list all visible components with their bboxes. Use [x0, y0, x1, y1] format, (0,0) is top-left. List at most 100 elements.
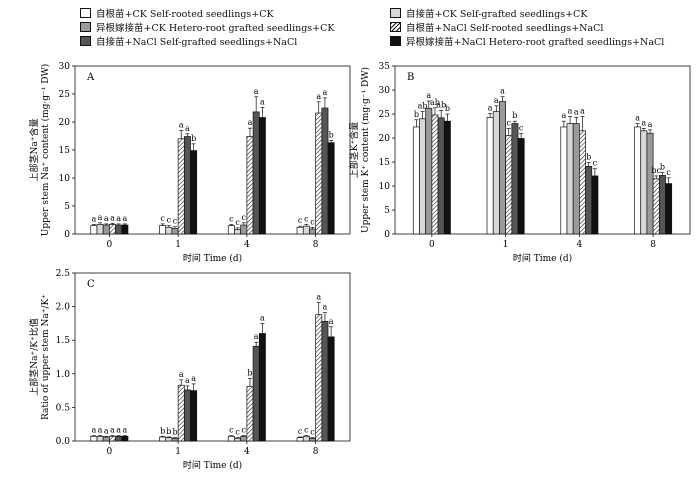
significance-label: b: [160, 426, 165, 435]
significance-label: c: [242, 426, 247, 435]
bar: [585, 165, 593, 235]
significance-label: a: [648, 120, 653, 129]
significance-label: a: [580, 106, 585, 115]
y-tick-label: 25: [59, 90, 71, 100]
y-tick-label: 30: [379, 86, 391, 96]
significance-label: b: [586, 152, 591, 161]
significance-label: a: [568, 106, 573, 115]
x-tick-label: 1: [503, 240, 509, 250]
bar: [90, 225, 98, 235]
bar: [505, 135, 513, 235]
bar: [634, 126, 642, 235]
significance-label: a: [494, 96, 499, 105]
y-tick-label: 25: [379, 110, 391, 120]
significance-label: a: [323, 303, 328, 312]
bar: [412, 126, 420, 235]
legend-swatch: [80, 8, 91, 18]
y-tick-label: 0.5: [56, 403, 71, 413]
bar: [309, 437, 316, 442]
bar: [96, 224, 104, 235]
significance-label: b: [329, 130, 334, 139]
y-tick-label: 0: [384, 230, 390, 240]
significance-label: a: [179, 370, 184, 379]
y-tick-label: 30: [59, 62, 71, 72]
significance-label: a: [110, 213, 115, 222]
legend-swatch: [80, 22, 91, 32]
significance-label: ab: [436, 101, 446, 110]
significance-label: a: [98, 426, 103, 435]
x-tick-label: 4: [244, 447, 250, 457]
significance-label: a: [426, 91, 431, 100]
bar: [102, 224, 110, 235]
y-tick-label: 20: [379, 134, 391, 144]
significance-label: a: [260, 313, 265, 322]
legend-swatch: [390, 8, 401, 18]
significance-label: a: [635, 114, 640, 123]
bar: [102, 436, 110, 442]
panel-letter: A: [86, 72, 95, 83]
y-axis-label-en: Upper stem Na⁺ content (mg·g⁻¹ DW): [40, 64, 51, 237]
bar: [159, 436, 167, 442]
significance-label: a: [260, 97, 265, 106]
bar: [240, 435, 248, 442]
significance-label: a: [122, 214, 127, 223]
legend-swatch: [390, 36, 401, 46]
plot-frame: [394, 65, 691, 235]
significance-label: c: [229, 426, 234, 435]
significance-label: a: [248, 118, 253, 127]
significance-label: a: [185, 124, 190, 133]
x-tick-label: 1: [175, 240, 181, 250]
y-tick-label: 0: [64, 230, 70, 240]
y-tick-label: 2.5: [56, 269, 71, 279]
significance-label: b: [247, 369, 252, 378]
significance-label: a: [323, 88, 328, 97]
x-tick-label: 4: [244, 240, 250, 250]
significance-label: a: [104, 426, 109, 435]
bar: [171, 437, 179, 442]
significance-label: b: [166, 427, 171, 436]
bar: [327, 142, 335, 235]
bar: [183, 389, 191, 442]
y-tick-label: 2.0: [56, 303, 71, 313]
bar: [227, 225, 235, 235]
y-tick-label: 1.5: [56, 336, 71, 346]
legend-item: 自根苗+CK Self-rooted seedlings+CK: [80, 6, 274, 20]
x-tick-label: 0: [107, 240, 113, 250]
legend-item: 自接苗+NaCl Self-grafted seedlings+NaCl: [80, 34, 297, 48]
bar: [240, 224, 248, 235]
bar: [246, 136, 254, 235]
bar: [177, 138, 185, 235]
bar: [431, 114, 439, 235]
y-axis-label-en: Upper stem K⁺ content (mg·g⁻¹ DW): [360, 67, 371, 233]
panel-letter: B: [407, 72, 414, 83]
bar: [258, 117, 266, 235]
bar: [665, 183, 673, 235]
bar: [560, 126, 568, 235]
legend-item: 异根嫁接苗+NaCl Hetero-root grafted seedlings…: [390, 34, 664, 48]
x-axis-label: 时间 Time (d): [513, 252, 572, 264]
significance-label: c: [298, 216, 303, 225]
panel-letter: C: [87, 279, 95, 290]
bar: [486, 117, 494, 235]
significance-label: c: [519, 124, 524, 133]
bar: [321, 107, 329, 235]
y-tick-label: 1.0: [56, 370, 71, 380]
x-axis-label: 时间 Time (d): [183, 252, 242, 264]
significance-label: a: [122, 426, 127, 435]
y-tick-label: 15: [59, 146, 71, 156]
significance-label: c: [167, 216, 172, 225]
bar: [419, 118, 427, 235]
significance-label: a: [179, 120, 184, 129]
legend-label: 自接苗+CK Self-grafted seedlings+CK: [406, 9, 588, 20]
x-tick-label: 4: [577, 240, 583, 250]
y-tick-label: 15: [379, 158, 391, 168]
y-tick-label: 35: [379, 62, 391, 72]
significance-label: a: [91, 426, 96, 435]
bar: [165, 226, 173, 235]
significance-label: c: [310, 217, 315, 226]
significance-label: a: [116, 214, 121, 223]
significance-label: a: [254, 87, 259, 96]
significance-label: b: [660, 163, 665, 172]
bar: [258, 333, 266, 442]
